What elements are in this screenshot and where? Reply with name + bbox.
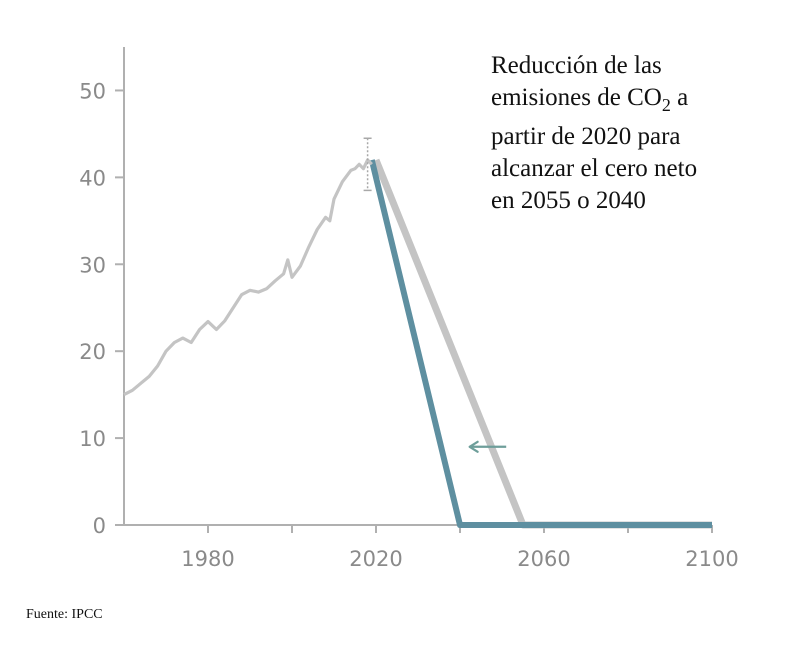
y-tick-label: 30 [79,253,106,277]
annotation-line-5: en 2055 o 2040 [491,187,646,214]
x-tick-label: 1980 [181,547,234,571]
series-line-net-zero-2040 [368,159,712,528]
annotation-subscript: 2 [661,95,671,115]
annotation-line-4: alcanzar el cero neto [491,155,698,182]
emissions-chart: 0 10 20 30 40 50 1980 2020 2060 2100 [79,47,739,571]
annotation-line-2-post: a [670,84,689,111]
annotation-line-2: emisiones de CO2 a [491,82,781,121]
y-tick-label: 50 [79,79,106,103]
annotation-line-1: Reducción de las [491,52,662,79]
annotation-line-3: partir de 2020 para [491,123,681,150]
y-tick-label: 40 [79,166,106,190]
y-tick-label: 0 [93,514,106,538]
x-tick-label: 2060 [517,547,570,571]
x-tick-label: 2020 [349,547,402,571]
source-note: Fuente: IPCC [26,607,103,622]
chart-annotation: Reducción de las emisiones de CO2 a part… [491,50,781,217]
shift-arrow-head [468,440,479,453]
y-tick-label: 10 [79,427,106,451]
series-line-historical [123,158,373,397]
y-tick-label: 20 [79,340,106,364]
annotation-line-2-pre: emisiones de CO [491,84,662,111]
x-tick-label: 2100 [685,547,738,571]
